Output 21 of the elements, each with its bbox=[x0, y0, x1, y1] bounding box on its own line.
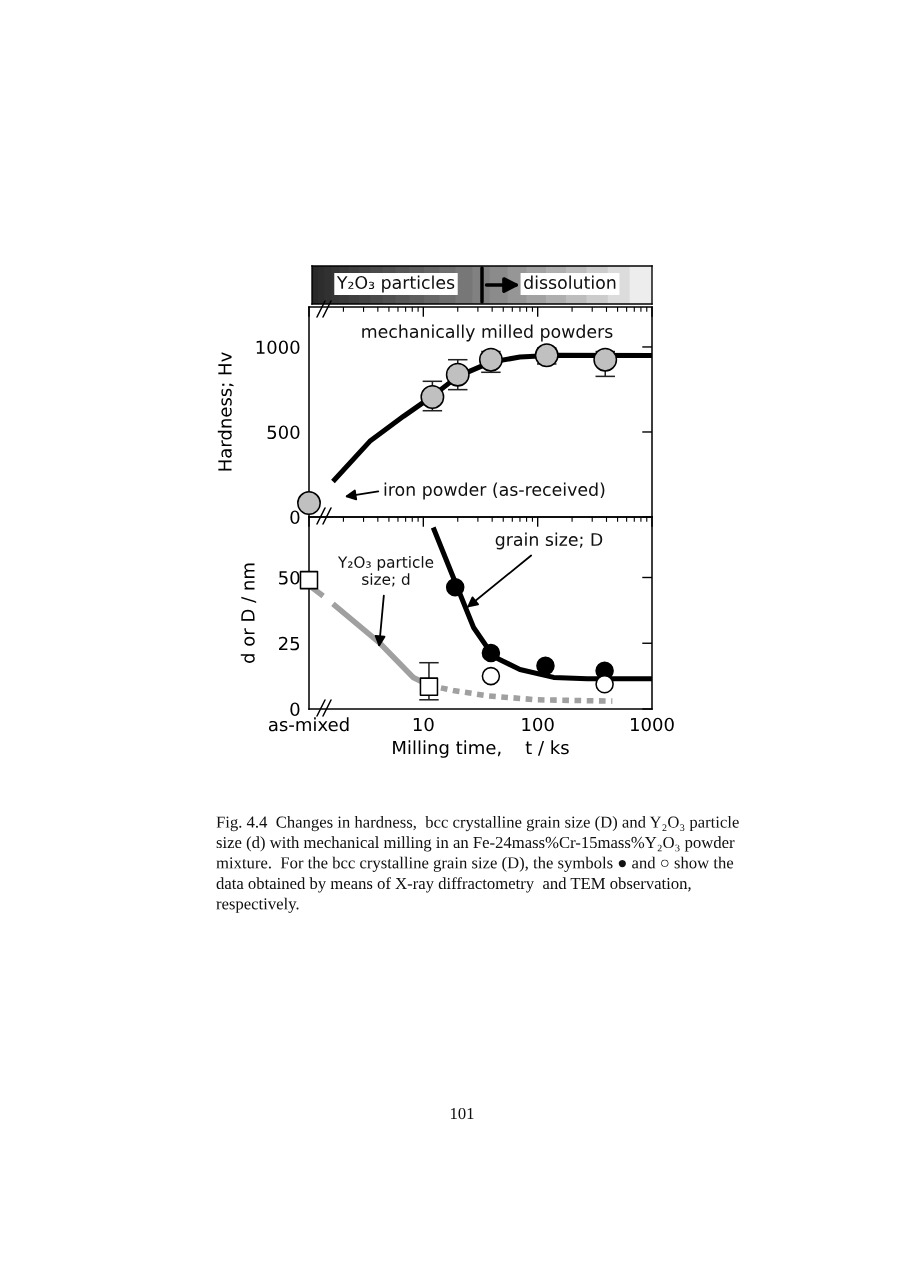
y-tick-label: 1000 bbox=[256, 340, 300, 355]
annotation: mechanically milled powders bbox=[362, 324, 613, 342]
y-tick-label: 25 bbox=[279, 636, 300, 651]
text: dissolution bbox=[524, 275, 616, 290]
annotation: Y₂O₃ particle size; d bbox=[337, 556, 434, 587]
x-tick-label: 10 bbox=[413, 717, 434, 732]
y-tick-label: 0 bbox=[290, 510, 300, 525]
x-tick-label: as-mixed bbox=[268, 717, 349, 732]
caption: Fig. 4.4 Changes in hardness, bcc crystalline grain size (D) and Y₂O₃ particle size (d) with mechanical milling in an Fe-24mass%Cr-15mass%Y₂O₃ powder mixture. For the bcc crystalline grain size (D), the symbols ● and ○ show the data obtained by means of X-ray diffractometry and TEM observation, respectively. bbox=[216, 816, 739, 913]
y-axis-title: Hardness; Hv bbox=[217, 352, 234, 471]
y-axis-title: d or D / nm bbox=[240, 563, 257, 663]
x-axis-title: Milling time, t / ks bbox=[393, 740, 569, 758]
y-tick-label: 500 bbox=[267, 425, 300, 440]
y-tick-label: 0 bbox=[290, 702, 300, 717]
annotation: iron powder (as-received) bbox=[384, 482, 605, 500]
x-tick-label: 100 bbox=[522, 717, 554, 732]
text: Y₂O₃ particles bbox=[336, 275, 455, 293]
text: 101 bbox=[450, 1107, 474, 1120]
annotation: grain size; D bbox=[495, 532, 603, 550]
x-tick-label: 1000 bbox=[631, 717, 674, 732]
y-tick-label: 50 bbox=[279, 570, 300, 585]
